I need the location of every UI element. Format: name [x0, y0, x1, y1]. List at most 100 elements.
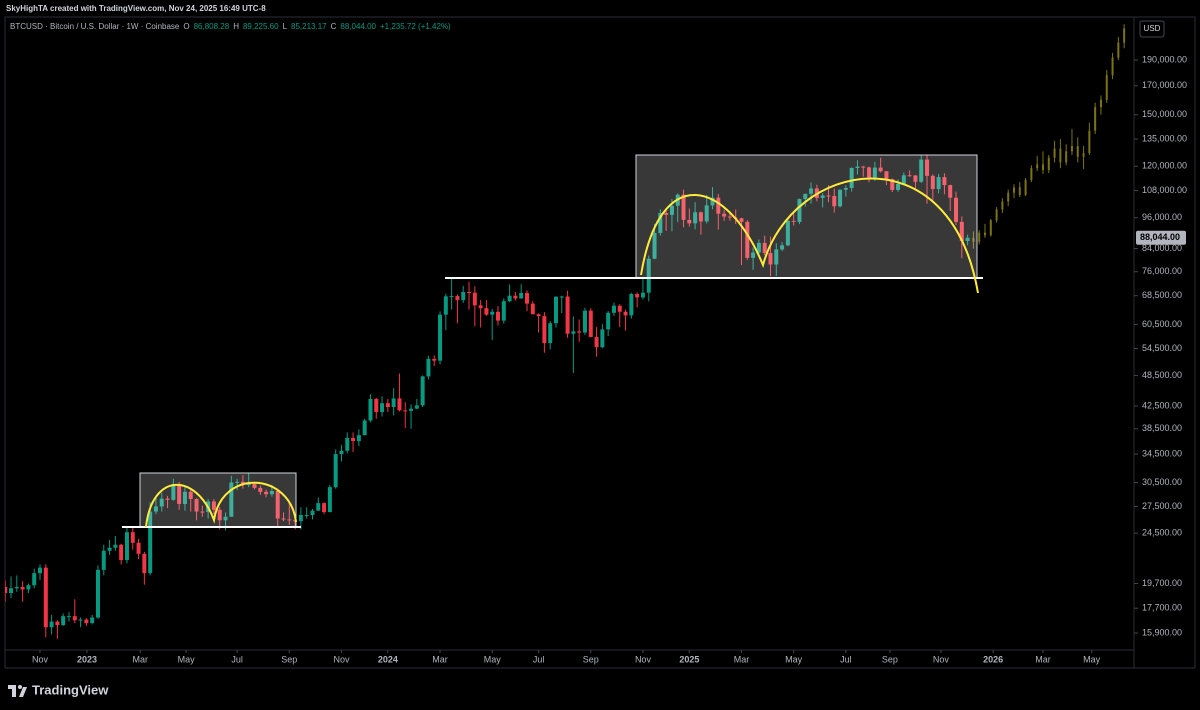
candle-body	[304, 515, 309, 517]
candle-body	[698, 212, 703, 222]
candle-body	[582, 310, 587, 333]
legend-value: 85,213.17	[291, 22, 327, 31]
candle-body	[849, 167, 854, 189]
candle-body	[49, 621, 54, 628]
candle-body	[710, 197, 715, 206]
candle-body	[177, 484, 182, 504]
candle-body	[838, 189, 843, 207]
candle-body	[1001, 201, 1004, 210]
candle-body	[449, 296, 454, 298]
candle-body	[107, 547, 112, 551]
candle-body	[420, 376, 425, 406]
candle-body	[78, 619, 83, 621]
candle-body	[704, 205, 709, 222]
candle-body	[716, 197, 721, 214]
currency-box	[1139, 20, 1165, 38]
legend-item: L 85,213.17	[283, 22, 327, 31]
candle-body	[774, 249, 779, 265]
candle-body	[124, 532, 129, 561]
candle-body	[339, 450, 344, 455]
candle-body	[432, 358, 437, 361]
legend: BTCUSD · Bitcoin / U.S. Dollar · 1W · Co…	[10, 22, 451, 31]
candle-body	[751, 252, 756, 258]
candle-body	[542, 316, 547, 344]
y-tick-label: 30,500.00	[1142, 477, 1182, 487]
x-tick-label: May	[1083, 654, 1101, 664]
x-tick-label: Nov	[933, 654, 950, 664]
candle-body	[617, 305, 622, 312]
y-tick-label: 108,000.00	[1142, 185, 1187, 195]
candle-body	[1117, 42, 1120, 58]
candle-body	[171, 484, 176, 500]
candle-body	[519, 293, 524, 299]
candle-body	[264, 491, 269, 495]
candle-body	[843, 188, 848, 190]
candle-body	[884, 171, 889, 180]
candle-body	[351, 437, 356, 442]
candle-body	[803, 193, 808, 200]
range-box	[139, 472, 297, 528]
candle-body	[414, 405, 419, 409]
candle-body	[229, 482, 234, 517]
candle-body	[984, 232, 987, 236]
candle-body	[1047, 157, 1050, 171]
candle-body	[745, 221, 750, 258]
currency-label: USD	[1144, 24, 1161, 33]
candle-body	[913, 175, 918, 182]
candle-body	[972, 237, 975, 242]
x-tick-label: Mar	[133, 654, 149, 664]
y-tick-label: 135,000.00	[1142, 133, 1187, 143]
y-tick-label: 34,500.00	[1142, 448, 1182, 458]
candle-body	[623, 311, 628, 316]
candle-body	[90, 617, 95, 624]
candle-body	[942, 177, 947, 186]
candle-body	[119, 544, 124, 561]
candle-body	[553, 296, 558, 324]
candle-body	[246, 484, 251, 486]
x-tick-label: Mar	[734, 654, 750, 664]
candle-body	[368, 398, 373, 421]
candle-body	[165, 498, 170, 500]
logo-icon	[19, 687, 27, 697]
y-tick-label: 190,000.00	[1142, 54, 1187, 64]
candle-body	[130, 532, 135, 543]
logo: TradingView	[8, 682, 109, 697]
candle-body	[1007, 192, 1010, 202]
candle-body	[652, 232, 657, 259]
logo-text: TradingView	[32, 682, 109, 697]
logo-icon	[18, 685, 22, 689]
arc-pattern	[145, 481, 297, 528]
candle-body	[606, 312, 611, 330]
x-tick-label: Jul	[231, 654, 243, 664]
candle-body	[490, 311, 495, 315]
candle-body	[1041, 164, 1044, 171]
candle-body	[646, 258, 651, 293]
candle-body	[9, 588, 14, 594]
y-tick-label: 48,500.00	[1142, 370, 1182, 380]
candles	[5, 24, 1126, 639]
candle-body	[443, 296, 448, 315]
x-tick-label: Jul	[840, 654, 852, 664]
x-tick-label: Sep	[882, 654, 898, 664]
candle-body	[1099, 99, 1102, 108]
candle-body	[478, 305, 483, 309]
candle-body	[959, 221, 964, 241]
candle-body	[925, 159, 930, 176]
candle-body	[61, 616, 66, 626]
candle-body	[380, 403, 385, 412]
candle-body	[1088, 130, 1091, 154]
candle-body	[832, 195, 837, 207]
candle-body	[385, 403, 390, 408]
candle-body	[287, 519, 292, 521]
x-tick-label: May	[178, 654, 196, 664]
y-tick-label: 54,500.00	[1142, 343, 1182, 353]
arc-pattern	[640, 177, 979, 294]
legend-key: C	[330, 22, 337, 31]
candle-body	[32, 573, 37, 586]
candle-body	[681, 194, 686, 220]
candle-body	[571, 331, 576, 334]
y-tick-label: 150,000.00	[1142, 109, 1187, 119]
candle-body	[66, 616, 71, 618]
candle-body	[1076, 145, 1079, 157]
candle-body	[235, 481, 240, 483]
